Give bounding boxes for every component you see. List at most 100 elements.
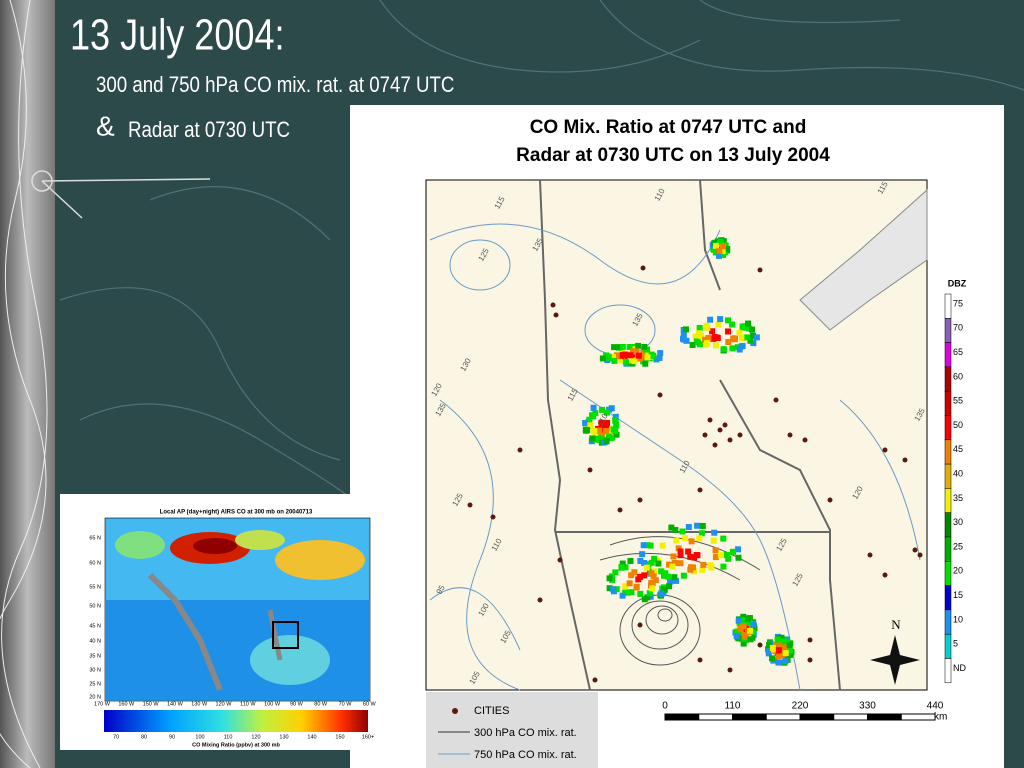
strip-pattern [0,0,48,768]
radar-cell [747,636,754,643]
radar-cell [766,641,773,648]
radar-cell [603,438,610,445]
radar-cell [584,427,591,434]
legend-box [426,692,598,768]
lat-label: 30 N [89,667,101,673]
radar-cell [644,542,651,549]
radar-cell [786,647,793,654]
radar-cell [635,352,642,359]
radar-cell [765,648,772,655]
city [773,397,779,403]
radar-cell [637,590,644,597]
dbz-swatch [944,536,952,562]
radar-cell [711,529,718,536]
radar-cell [787,651,794,658]
city [553,312,559,318]
city [737,432,743,438]
dbz-swatch [944,318,952,343]
radar-cell [631,569,638,576]
lat-label: 25 N [89,681,101,687]
radar-cell [735,617,742,624]
dbz-label: 75 [953,298,963,308]
radar-cell [666,583,673,590]
radar-cell [657,350,664,357]
dbz-swatch [944,633,952,659]
city [727,437,733,443]
radar-cell [613,586,620,593]
inset-title: Local AP (day+night) AIRS CO at 300 mb o… [160,510,313,516]
radar-cell [599,406,606,413]
radar-cell [720,563,727,570]
radar-cell [618,357,625,364]
radar-cell [712,342,719,349]
radar-cell [655,560,662,567]
lon-label: 100 W [264,701,281,707]
radar-cell [587,422,594,429]
dbz-swatch [944,512,952,538]
city [722,422,728,428]
scale-label: 440 [927,701,944,712]
radar-cell [700,561,707,568]
radar-cell [731,336,738,343]
radar-cell [618,563,625,570]
radar-cell [772,642,779,649]
lat-label: 35 N [89,653,101,659]
radar-cell [668,524,675,531]
north-label: N [891,617,901,632]
scale-label: 220 [792,701,809,712]
radar-cell [769,645,776,652]
radar-cell [680,332,687,339]
city [592,677,598,683]
city [637,622,643,628]
radar-cell [689,342,696,349]
radar-cell [629,348,636,355]
radar-cell [672,526,679,533]
colorbar-label: 70 [113,734,119,740]
radar-cell [710,246,717,253]
radar-cell [661,586,668,593]
radar-cell [669,563,676,570]
lat-label: 55 N [89,584,101,590]
radar-cell [611,344,618,351]
lat-label: 20 N [89,694,101,700]
city [807,637,813,643]
radar-cell [667,577,674,584]
radar-cell [606,585,613,592]
north-arrow [870,635,920,685]
radar-cell [698,530,705,537]
city [537,597,543,603]
city [697,657,703,663]
radar-cell [673,537,680,544]
radar-cell [724,246,731,253]
radar-cell [651,568,658,575]
radar-cell [619,352,626,359]
radar-cell [729,321,736,328]
lon-label: 130 W [191,701,208,707]
radar-cell [693,551,700,558]
radar-cell [649,585,656,592]
radar-cell [613,422,620,429]
dbz-swatch [944,366,952,392]
radar-cell [628,589,635,596]
radar-cell [603,428,610,435]
radar-cell [612,569,619,576]
legend-city-symbol [452,708,458,714]
radar-cell [735,554,742,561]
colorbar-label: 150 [335,734,344,740]
radar-cell [592,410,599,417]
legend-label: CITIES [474,705,509,717]
radar-cell [744,334,751,341]
inset-colorbar [104,710,368,732]
lon-label: 80 W [314,701,328,707]
radar-cell [622,583,629,590]
radar-cell [738,635,745,642]
lat-label: 60 N [89,560,101,566]
lon-label: 70 W [339,701,353,707]
radar-cell [747,337,754,344]
slide-title: 13 July 2004: [70,10,285,59]
city [617,507,623,513]
radar-cell [598,419,605,426]
dbz-swatch [944,463,952,489]
lon-label: 60 W [363,701,377,707]
radar-cell [641,560,648,567]
